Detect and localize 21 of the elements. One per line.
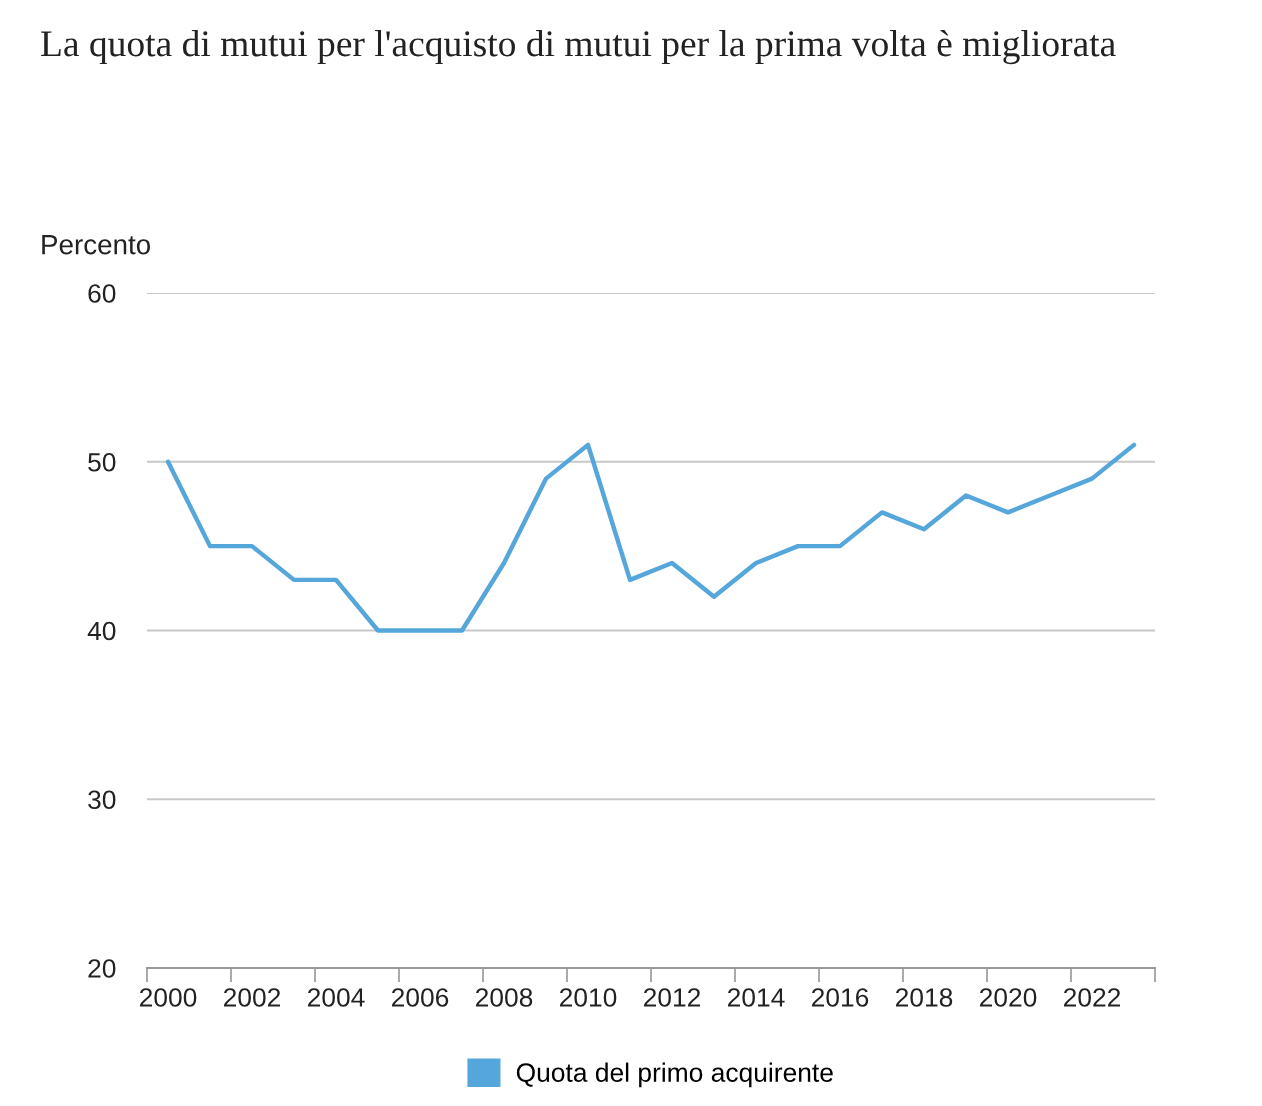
x-tick-label: 2008 <box>475 988 533 1007</box>
x-tick-label: 2022 <box>1063 988 1121 1007</box>
x-tick-label: 2018 <box>895 988 953 1007</box>
y-axis-title: Percento <box>42 235 151 255</box>
x-tick-label: 2012 <box>643 988 701 1007</box>
x-tick-label: 2016 <box>811 988 869 1007</box>
y-tick-label: 40 <box>87 621 116 641</box>
x-tick-label: 2020 <box>979 988 1037 1007</box>
x-tick-label: 2006 <box>391 988 449 1007</box>
x-tick-label: 2004 <box>307 988 365 1007</box>
legend-label: Quota del primo acquirente <box>516 1062 833 1088</box>
chart-title: La quota di mutui per l'acquisto di mutui per la prima volta è migliorata <box>41 30 1116 65</box>
x-tick-label: 2002 <box>223 988 281 1007</box>
line-series <box>165 442 1137 633</box>
y-tick-label: 60 <box>88 284 116 303</box>
y-tick-label: 30 <box>88 790 116 810</box>
y-tick-label: 50 <box>88 452 116 472</box>
x-tick-label: 2000 <box>139 988 197 1007</box>
x-tick-label: 2014 <box>727 988 785 1007</box>
y-tick-label: 20 <box>88 959 116 978</box>
x-tick-label: 2010 <box>559 988 617 1007</box>
